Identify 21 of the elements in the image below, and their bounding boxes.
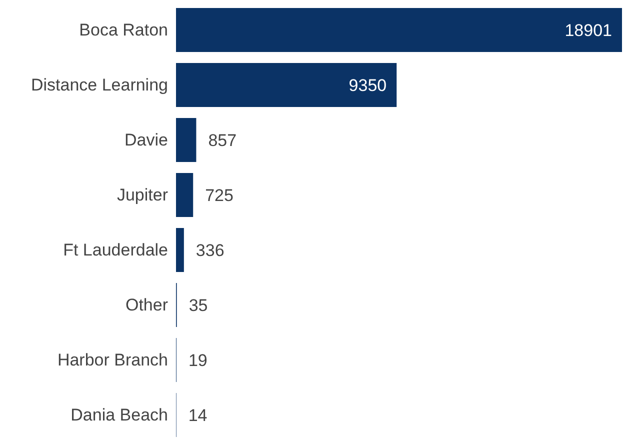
data-label: 35	[188, 296, 208, 315]
y-tick-label: Dania Beach	[70, 406, 168, 425]
y-tick-label: Jupiter	[116, 186, 168, 205]
y-tick-label: Harbor Branch	[57, 350, 168, 370]
data-label: 19	[188, 350, 208, 370]
bar	[176, 228, 184, 272]
y-tick-label: Ft Lauderdale	[63, 240, 168, 260]
data-label: 857	[208, 130, 237, 150]
data-label: 18901	[564, 20, 612, 40]
bar	[176, 63, 397, 107]
data-label: 336	[196, 240, 224, 260]
y-tick-label: Davie	[124, 130, 168, 150]
data-label: 9350	[348, 76, 387, 95]
bar	[176, 8, 622, 52]
y-tick-label: Boca Raton	[79, 20, 168, 40]
bar	[176, 118, 196, 162]
y-tick-label: Distance Learning	[30, 76, 168, 95]
data-label: 725	[205, 186, 234, 205]
data-label: 14	[188, 406, 208, 425]
y-tick-label: Other	[125, 296, 168, 315]
bar	[176, 173, 194, 217]
